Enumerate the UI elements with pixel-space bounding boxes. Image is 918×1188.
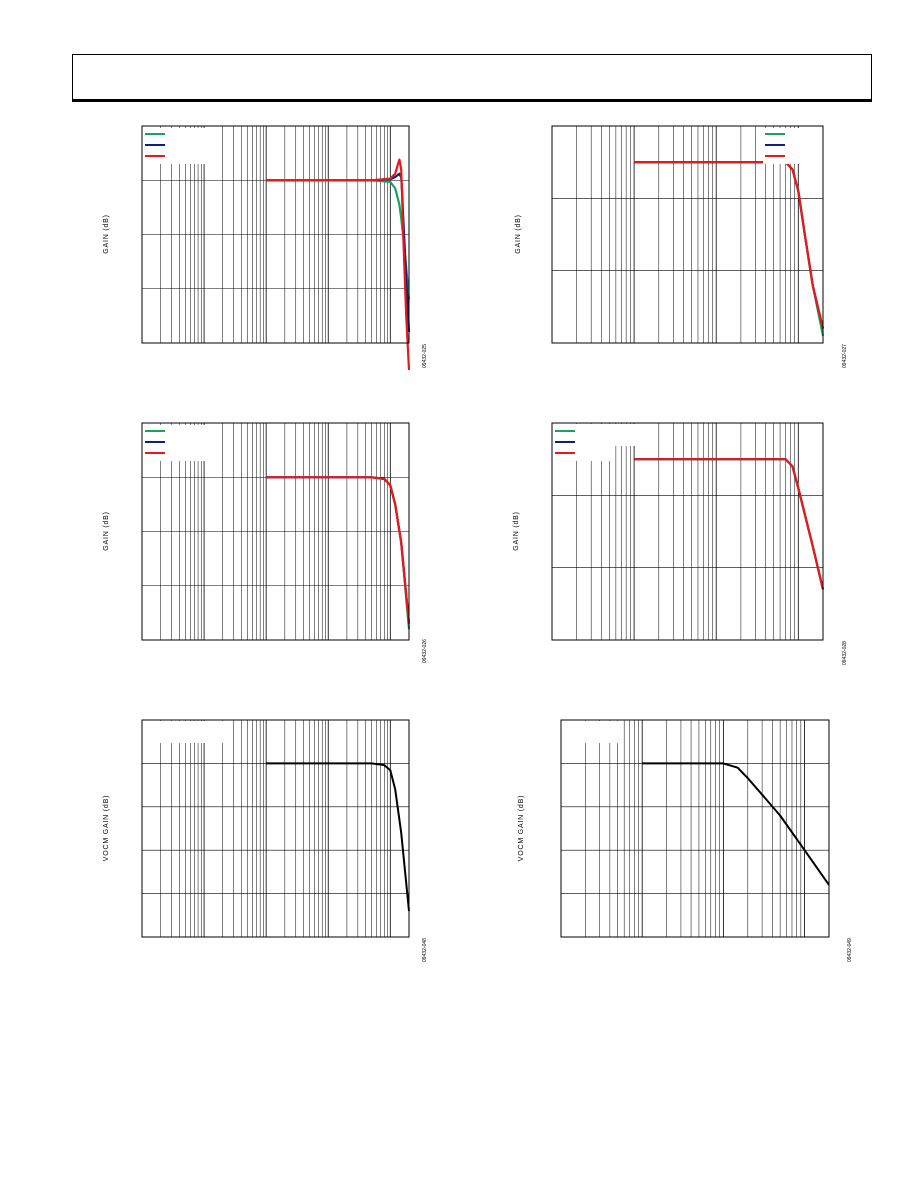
series-line-black — [266, 762, 410, 912]
series-line-black — [642, 762, 830, 886]
plot-frame — [141, 422, 410, 641]
series-line-red — [266, 158, 411, 371]
chart-1: GAIN (dB) 09432-025 — [103, 125, 428, 371]
figure-code: 09432-049 — [847, 938, 853, 962]
plot-frame — [551, 125, 824, 344]
chart-6: VOCM GAIN (dB) 09432-049 — [518, 719, 853, 962]
figure-code: 09432-026 — [422, 639, 428, 663]
figure-code: 09432-048 — [422, 938, 428, 962]
page-header-box — [72, 54, 872, 102]
plot-area — [551, 125, 825, 344]
series-line-red — [266, 476, 411, 624]
y-axis-label: VOCM GAIN (dB) — [518, 795, 525, 861]
chart-4: GAIN (dB) 09432-028 — [513, 422, 848, 665]
chart-3: GAIN (dB) 09432-026 — [103, 422, 428, 663]
plot-frame — [141, 125, 410, 344]
figure-code: 09432-027 — [842, 344, 848, 368]
chart-5: VOCM GAIN (dB) 09432-048 — [103, 719, 428, 962]
series-line-red — [634, 458, 825, 590]
plot-area — [141, 125, 411, 371]
series-line-red — [634, 161, 825, 329]
y-axis-label: GAIN (dB) — [103, 214, 110, 253]
plot-area — [141, 422, 411, 641]
plot-frame — [551, 422, 824, 641]
plot-area — [141, 719, 410, 938]
y-axis-label: GAIN (dB) — [103, 511, 110, 550]
grid-gap-mask — [143, 721, 231, 743]
plot-area — [551, 422, 825, 641]
grid-gap-mask — [562, 721, 620, 743]
y-axis-label: GAIN (dB) — [513, 511, 520, 550]
y-axis-label: VOCM GAIN (dB) — [103, 795, 110, 861]
figure-code: 09432-025 — [422, 344, 428, 368]
plot-area — [560, 719, 830, 938]
plot-frame — [141, 719, 410, 938]
plot-frame — [560, 719, 830, 938]
y-axis-label: GAIN (dB) — [515, 214, 522, 253]
figure-code: 09432-028 — [842, 641, 848, 665]
chart-2: GAIN (dB) 09432-027 — [515, 125, 848, 368]
